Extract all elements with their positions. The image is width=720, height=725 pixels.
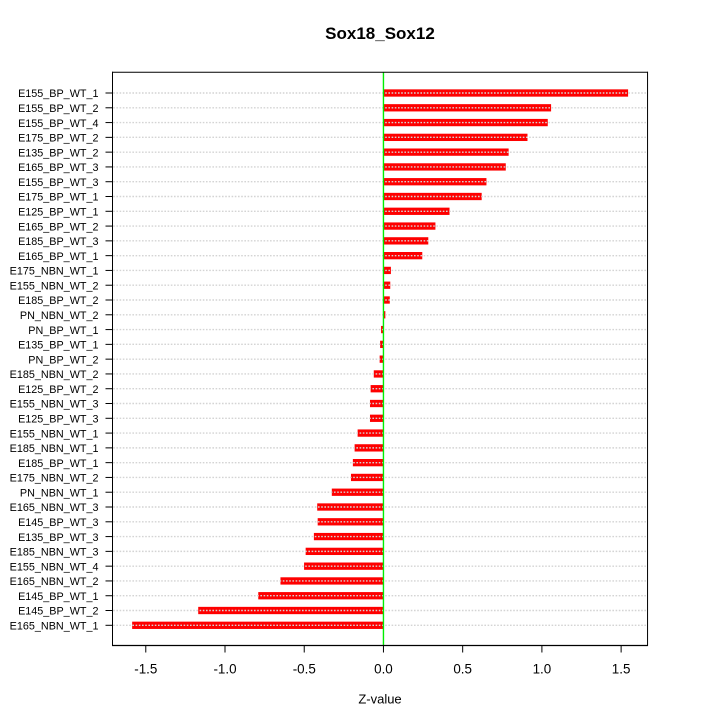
svg-text:PN_BP_WT_1: PN_BP_WT_1 bbox=[28, 325, 98, 337]
svg-text:1.0: 1.0 bbox=[533, 661, 552, 676]
svg-text:E145_BP_WT_3: E145_BP_WT_3 bbox=[18, 517, 98, 529]
svg-text:E175_BP_WT_2: E175_BP_WT_2 bbox=[18, 133, 98, 145]
svg-text:Z-value: Z-value bbox=[358, 692, 401, 707]
svg-text:E155_BP_WT_1: E155_BP_WT_1 bbox=[18, 88, 98, 100]
svg-text:E155_NBN_WT_3: E155_NBN_WT_3 bbox=[10, 399, 99, 411]
svg-text:E165_BP_WT_1: E165_BP_WT_1 bbox=[18, 251, 98, 263]
svg-text:PN_NBN_WT_1: PN_NBN_WT_1 bbox=[20, 487, 99, 499]
svg-text:0.0: 0.0 bbox=[374, 661, 393, 676]
svg-text:E185_BP_WT_2: E185_BP_WT_2 bbox=[18, 295, 98, 307]
svg-text:E165_NBN_WT_1: E165_NBN_WT_1 bbox=[10, 621, 99, 633]
svg-text:Sox18_Sox12: Sox18_Sox12 bbox=[325, 24, 435, 43]
svg-text:0.5: 0.5 bbox=[453, 661, 472, 676]
svg-text:E125_BP_WT_1: E125_BP_WT_1 bbox=[18, 206, 98, 218]
svg-text:E155_NBN_WT_4: E155_NBN_WT_4 bbox=[10, 561, 99, 573]
svg-text:E135_BP_WT_1: E135_BP_WT_1 bbox=[18, 340, 98, 352]
svg-text:E165_NBN_WT_3: E165_NBN_WT_3 bbox=[10, 502, 99, 514]
svg-text:E185_BP_WT_3: E185_BP_WT_3 bbox=[18, 236, 98, 248]
svg-text:E145_BP_WT_2: E145_BP_WT_2 bbox=[18, 606, 98, 618]
svg-text:E185_NBN_WT_1: E185_NBN_WT_1 bbox=[10, 443, 99, 455]
svg-text:E165_BP_WT_2: E165_BP_WT_2 bbox=[18, 221, 98, 233]
svg-text:E135_BP_WT_2: E135_BP_WT_2 bbox=[18, 147, 98, 159]
svg-text:E165_BP_WT_3: E165_BP_WT_3 bbox=[18, 162, 98, 174]
svg-text:E175_NBN_WT_1: E175_NBN_WT_1 bbox=[10, 266, 99, 278]
svg-text:-1.0: -1.0 bbox=[213, 661, 236, 676]
svg-text:PN_BP_WT_2: PN_BP_WT_2 bbox=[28, 354, 98, 366]
svg-text:E135_BP_WT_3: E135_BP_WT_3 bbox=[18, 532, 98, 544]
svg-text:E185_NBN_WT_3: E185_NBN_WT_3 bbox=[10, 547, 99, 559]
svg-text:E175_BP_WT_1: E175_BP_WT_1 bbox=[18, 192, 98, 204]
svg-text:PN_NBN_WT_2: PN_NBN_WT_2 bbox=[20, 310, 99, 322]
svg-text:E185_NBN_WT_2: E185_NBN_WT_2 bbox=[10, 369, 99, 381]
svg-text:E185_BP_WT_1: E185_BP_WT_1 bbox=[18, 458, 98, 470]
svg-text:E155_NBN_WT_1: E155_NBN_WT_1 bbox=[10, 428, 99, 440]
svg-text:1.5: 1.5 bbox=[612, 661, 631, 676]
svg-text:E155_BP_WT_4: E155_BP_WT_4 bbox=[18, 118, 98, 130]
svg-text:E145_BP_WT_1: E145_BP_WT_1 bbox=[18, 591, 98, 603]
svg-text:E155_BP_WT_3: E155_BP_WT_3 bbox=[18, 177, 98, 189]
svg-text:E125_BP_WT_2: E125_BP_WT_2 bbox=[18, 384, 98, 396]
svg-text:E155_NBN_WT_2: E155_NBN_WT_2 bbox=[10, 280, 99, 292]
svg-text:E165_NBN_WT_2: E165_NBN_WT_2 bbox=[10, 576, 99, 588]
svg-text:E175_NBN_WT_2: E175_NBN_WT_2 bbox=[10, 473, 99, 485]
svg-text:-1.5: -1.5 bbox=[134, 661, 157, 676]
svg-text:E125_BP_WT_3: E125_BP_WT_3 bbox=[18, 413, 98, 425]
svg-text:-0.5: -0.5 bbox=[293, 661, 316, 676]
svg-text:E155_BP_WT_2: E155_BP_WT_2 bbox=[18, 103, 98, 115]
